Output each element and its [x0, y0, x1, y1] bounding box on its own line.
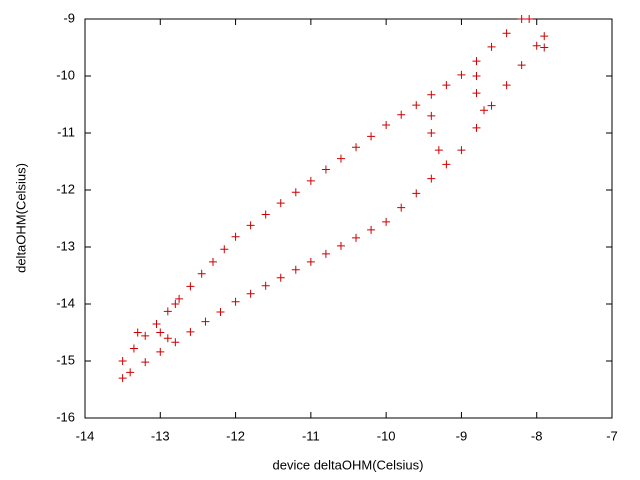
- point: [163, 307, 172, 316]
- point: [336, 154, 345, 163]
- point: [427, 129, 436, 137]
- point: [336, 241, 345, 250]
- point: [201, 317, 210, 326]
- point: [412, 189, 421, 198]
- point: [352, 233, 361, 242]
- point: [397, 110, 406, 119]
- point: [291, 265, 300, 274]
- point: [321, 165, 330, 174]
- point: [352, 143, 361, 152]
- point: [141, 331, 150, 340]
- point: [231, 297, 240, 306]
- point: [412, 101, 421, 110]
- point: [261, 281, 270, 290]
- point: [532, 41, 541, 50]
- point: [487, 42, 496, 51]
- y-axis-label: deltaOHM(Celsius): [13, 163, 28, 273]
- plot-frame: [84, 18, 613, 419]
- point: [197, 269, 206, 278]
- point: [175, 294, 184, 303]
- point: [291, 188, 300, 197]
- point: [261, 210, 270, 219]
- point: [208, 257, 217, 266]
- point: [126, 368, 135, 377]
- point: [525, 15, 534, 23]
- point: [427, 174, 436, 183]
- y-tick-label: -11: [57, 124, 75, 139]
- x-tick-label: -10: [377, 428, 396, 443]
- x-tick-label: -13: [151, 428, 170, 443]
- y-tick-label: -9: [63, 10, 75, 25]
- x-tick-label: -7: [606, 428, 618, 443]
- point: [276, 273, 285, 282]
- point: [540, 32, 549, 41]
- point: [487, 101, 496, 110]
- point: [397, 203, 406, 212]
- point: [502, 29, 511, 38]
- y-tick-label: -12: [56, 181, 75, 196]
- point: [163, 334, 172, 343]
- point: [472, 123, 481, 132]
- x-tick-label: -11: [302, 428, 320, 443]
- point: [276, 199, 285, 208]
- point: [427, 111, 436, 120]
- point: [118, 357, 127, 365]
- x-tick-label: -12: [226, 428, 245, 443]
- y-tick-label: -10: [56, 67, 75, 82]
- point: [472, 57, 481, 66]
- point: [306, 176, 315, 185]
- point: [171, 300, 180, 308]
- point: [231, 232, 240, 241]
- point: [246, 289, 255, 298]
- point: [382, 217, 391, 226]
- point: [502, 81, 511, 90]
- point: [442, 81, 451, 90]
- point: [434, 146, 443, 155]
- point: [472, 72, 481, 80]
- point: [118, 374, 127, 383]
- point: [480, 106, 489, 115]
- x-tick-label: -8: [531, 428, 543, 443]
- point: [216, 307, 225, 316]
- point: [367, 132, 376, 141]
- point: [540, 43, 549, 52]
- y-tick-label: -14: [56, 295, 75, 310]
- point: [382, 121, 391, 130]
- y-tick-label: -15: [56, 352, 75, 367]
- x-tick-label: -14: [76, 428, 95, 443]
- point: [367, 225, 376, 234]
- point: [442, 160, 451, 169]
- point: [246, 221, 255, 230]
- point: [133, 328, 142, 337]
- point: [427, 90, 436, 99]
- point: [457, 146, 466, 155]
- point: [129, 344, 138, 353]
- x-tick-label: -9: [456, 428, 468, 443]
- point: [321, 249, 330, 258]
- x-axis-label: device deltaOHM(Celsius): [273, 457, 424, 472]
- point: [156, 347, 165, 356]
- point: [457, 70, 466, 79]
- point: [517, 15, 526, 23]
- point: [156, 328, 165, 337]
- point: [220, 245, 229, 254]
- y-tick-label: -16: [56, 409, 75, 424]
- y-tick-label: -13: [56, 238, 75, 253]
- point: [152, 319, 161, 328]
- point: [141, 358, 150, 367]
- point: [171, 338, 180, 347]
- point: [472, 89, 481, 98]
- point: [186, 327, 195, 336]
- point: [306, 257, 315, 266]
- point: [517, 61, 526, 70]
- point: [186, 282, 195, 291]
